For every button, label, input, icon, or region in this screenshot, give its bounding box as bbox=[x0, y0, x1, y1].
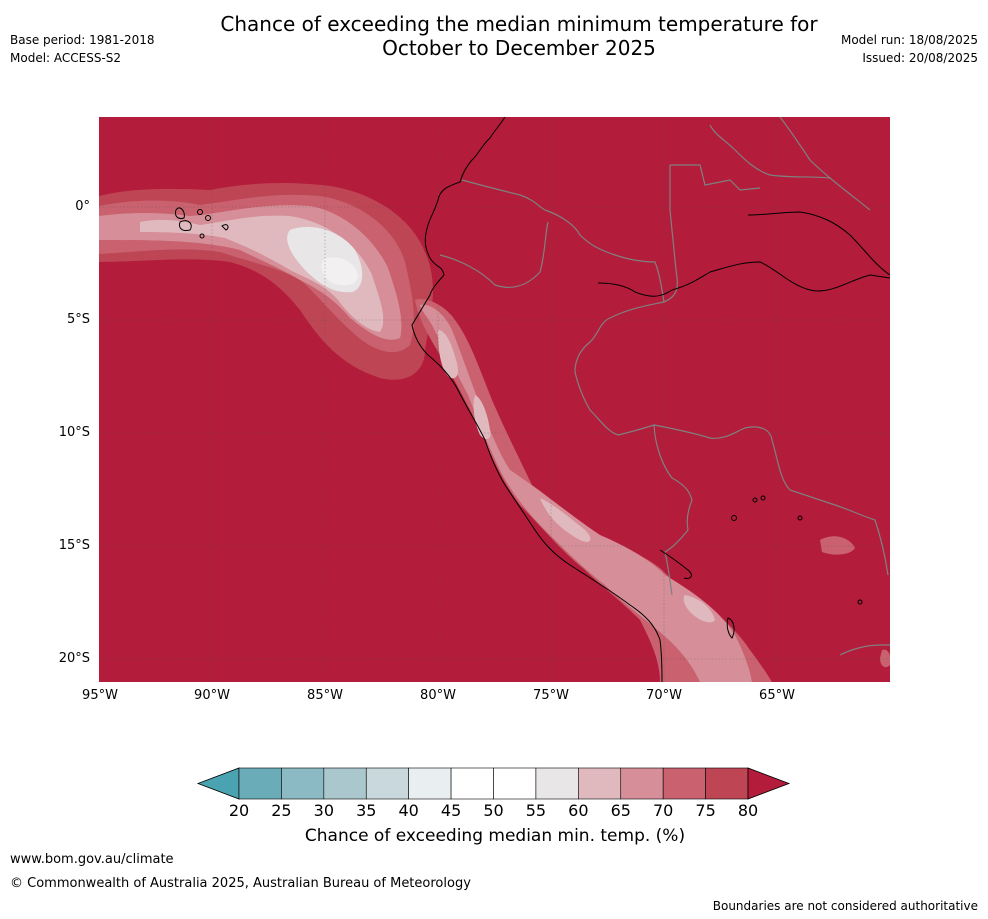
lon-label-90w: 90°W bbox=[194, 688, 230, 703]
colorbar-tick-label: 80 bbox=[737, 801, 759, 820]
lon-label-70w: 70°W bbox=[646, 688, 682, 703]
colorbar-swatch bbox=[493, 767, 537, 800]
colorbar-swatch bbox=[323, 767, 367, 800]
lon-label-75w: 75°W bbox=[533, 688, 569, 703]
lon-label-65w: 65°W bbox=[759, 688, 795, 703]
website-link[interactable]: www.bom.gov.au/climate bbox=[10, 852, 174, 867]
contour-inland-70 bbox=[820, 536, 855, 555]
country-boundaries bbox=[439, 117, 890, 656]
model-run-label: Model run: 18/08/2025 bbox=[840, 33, 978, 47]
meta-right: Model run: 18/08/2025 Issued: 20/08/2025 bbox=[841, 31, 978, 67]
colorbar-swatch bbox=[281, 767, 325, 800]
contour-50 bbox=[321, 257, 358, 286]
contour-coastal-70 bbox=[420, 304, 752, 682]
issued-label: Issued: 20/08/2025 bbox=[862, 51, 978, 65]
colorbar-swatch bbox=[578, 767, 622, 800]
colorbar-swatch bbox=[662, 767, 706, 800]
colorbar-tick-label: 60 bbox=[568, 801, 589, 820]
colorbar-title: Chance of exceeding median min. temp. (%… bbox=[304, 826, 686, 846]
colorbar-tick-label: 45 bbox=[440, 801, 462, 820]
disclaimer-text: Boundaries are not considered authoritat… bbox=[712, 899, 978, 913]
colorbar-tick-label: 40 bbox=[398, 801, 419, 820]
colorbar-swatch bbox=[705, 767, 749, 800]
colorbar-swatch bbox=[408, 767, 452, 800]
title-line-2: October to December 2025 bbox=[382, 36, 656, 60]
colorbar-arrow-right bbox=[747, 767, 791, 800]
colorbar-arrow-left bbox=[196, 767, 240, 800]
title-line-1: Chance of exceeding the median minimum t… bbox=[220, 12, 818, 36]
lat-label-5s: 5°S bbox=[66, 312, 90, 327]
colorbar-tick-label: 50 bbox=[483, 801, 504, 820]
lat-label-0: 0° bbox=[75, 199, 90, 214]
map-title: Chance of exceeding the median minimum t… bbox=[0, 12, 988, 60]
copyright-text: © Commonwealth of Australia 2025, Austra… bbox=[10, 876, 471, 891]
colorbar-swatch bbox=[238, 767, 282, 800]
colorbar-tick-label: 70 bbox=[652, 801, 674, 820]
graticule bbox=[99, 117, 890, 682]
colorbar-tick-label: 65 bbox=[610, 801, 631, 820]
lat-label-10s: 10°S bbox=[58, 425, 90, 440]
coastlines bbox=[411, 117, 890, 682]
lon-label-95w: 95°W bbox=[82, 688, 118, 703]
colorbar-tick-label: 35 bbox=[356, 801, 377, 820]
colorbar bbox=[196, 767, 791, 800]
islands bbox=[175, 207, 863, 639]
colorbar-tick-label: 25 bbox=[271, 801, 292, 820]
lon-label-85w: 85°W bbox=[307, 688, 343, 703]
contour-east-70 bbox=[880, 649, 890, 668]
colorbar-tick-label: 55 bbox=[525, 801, 547, 820]
base-period-label: Base period: 1981-2018 bbox=[10, 33, 155, 47]
colorbar-tick-label: 75 bbox=[695, 801, 716, 820]
model-label: Model: ACCESS-S2 bbox=[10, 51, 122, 65]
meta-left: Base period: 1981-2018 Model: ACCESS-S2 bbox=[10, 31, 155, 67]
colorbar-swatch bbox=[620, 767, 664, 800]
colorbar-swatch bbox=[450, 767, 494, 800]
lat-label-15s: 15°S bbox=[58, 538, 90, 553]
colorbar-tick-label: 30 bbox=[313, 801, 334, 820]
colorbar-swatch bbox=[365, 767, 409, 800]
lat-label-20s: 20°S bbox=[58, 651, 90, 666]
colorbar-tick-label: 20 bbox=[228, 801, 250, 820]
lon-label-80w: 80°W bbox=[420, 688, 456, 703]
colorbar-swatch bbox=[535, 767, 579, 800]
